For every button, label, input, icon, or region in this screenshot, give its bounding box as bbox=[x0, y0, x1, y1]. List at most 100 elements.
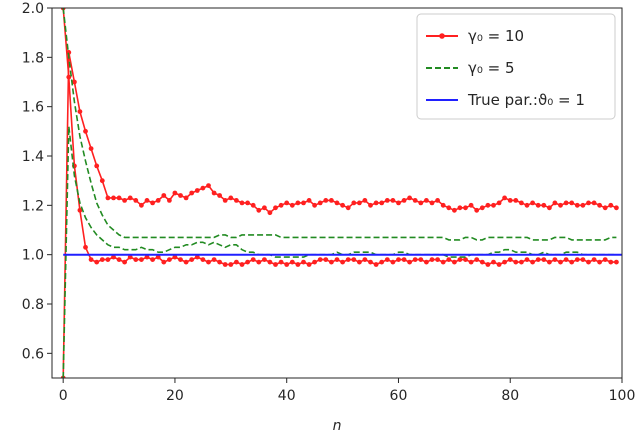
data-point bbox=[474, 207, 480, 213]
data-point bbox=[390, 259, 396, 265]
data-point bbox=[580, 202, 586, 208]
y-tick-label: 0.8 bbox=[22, 297, 44, 313]
data-point bbox=[306, 262, 312, 267]
data-point bbox=[345, 205, 351, 211]
data-point bbox=[479, 259, 485, 265]
data-point bbox=[122, 198, 127, 203]
data-point bbox=[418, 200, 424, 206]
data-point bbox=[155, 198, 161, 203]
series-line-3 bbox=[62, 125, 617, 378]
data-point bbox=[167, 257, 172, 262]
data-point bbox=[502, 195, 507, 201]
data-point bbox=[161, 259, 167, 265]
data-point bbox=[535, 257, 541, 262]
data-point bbox=[519, 200, 524, 206]
data-point bbox=[88, 257, 94, 262]
data-point bbox=[88, 146, 94, 152]
data-point bbox=[530, 200, 535, 206]
data-point bbox=[234, 198, 239, 203]
data-point bbox=[284, 262, 290, 267]
data-point bbox=[256, 259, 262, 265]
data-point bbox=[614, 205, 619, 211]
data-point bbox=[105, 257, 111, 262]
data-point bbox=[301, 259, 306, 265]
data-point bbox=[407, 195, 412, 201]
data-point bbox=[586, 200, 591, 206]
data-point bbox=[384, 257, 390, 262]
data-point bbox=[127, 254, 133, 260]
data-point bbox=[239, 200, 245, 206]
data-point bbox=[278, 259, 284, 265]
data-point bbox=[485, 202, 491, 208]
data-point bbox=[463, 257, 468, 262]
data-point bbox=[139, 202, 144, 208]
data-point bbox=[440, 202, 446, 208]
data-point bbox=[401, 257, 407, 262]
legend-box bbox=[416, 13, 616, 120]
data-point bbox=[167, 198, 172, 203]
data-point bbox=[435, 198, 440, 203]
data-point bbox=[183, 195, 189, 201]
data-point bbox=[144, 198, 150, 203]
data-point bbox=[127, 195, 133, 201]
data-point bbox=[535, 202, 541, 208]
data-point bbox=[312, 259, 317, 265]
data-point bbox=[569, 200, 575, 206]
y-tick-label: 1.2 bbox=[22, 198, 44, 214]
data-point bbox=[463, 205, 468, 211]
data-point bbox=[206, 259, 211, 265]
data-point bbox=[273, 262, 278, 267]
data-point bbox=[105, 195, 111, 201]
data-point bbox=[211, 257, 217, 262]
data-point bbox=[250, 257, 256, 262]
axes-layer: 0 20 40 60 80 100 0.6 0.8 1.0 1.2 1.4 1.6 1.8 2.0 bbox=[22, 1, 636, 404]
data-point bbox=[206, 183, 211, 189]
x-tick-label: 60 bbox=[390, 388, 408, 404]
data-point bbox=[99, 178, 105, 184]
data-point bbox=[429, 257, 435, 262]
data-point bbox=[329, 259, 334, 265]
x-tick-label: 80 bbox=[501, 388, 519, 404]
legend: γ₀ = 10 γ₀ = 5 True par.:ϑ₀ = 1 bbox=[416, 13, 616, 120]
data-point bbox=[563, 257, 569, 262]
data-point bbox=[295, 262, 301, 267]
data-point bbox=[273, 205, 278, 211]
data-point bbox=[396, 200, 401, 206]
data-point bbox=[183, 259, 189, 265]
y-tick-label: 1.4 bbox=[22, 149, 44, 165]
data-point bbox=[116, 257, 122, 262]
data-point bbox=[211, 190, 217, 196]
data-point bbox=[262, 257, 267, 262]
data-point bbox=[289, 259, 295, 265]
data-point bbox=[312, 202, 317, 208]
series-line-1 bbox=[62, 8, 617, 266]
y-tick-label: 1.6 bbox=[22, 100, 44, 116]
data-point bbox=[597, 202, 602, 208]
data-point bbox=[278, 202, 284, 208]
plot-frame bbox=[51, 7, 623, 379]
data-point bbox=[329, 198, 334, 203]
data-point bbox=[435, 257, 440, 262]
data-point bbox=[94, 259, 100, 265]
data-point bbox=[614, 259, 619, 265]
data-point bbox=[452, 207, 457, 213]
data-point bbox=[502, 259, 507, 265]
y-tick-label: 2.0 bbox=[22, 1, 44, 17]
data-point bbox=[457, 205, 463, 211]
data-point bbox=[524, 202, 530, 208]
data-point bbox=[217, 193, 223, 198]
data-point bbox=[222, 262, 228, 267]
data-point bbox=[574, 257, 580, 262]
legend-label-2: True par.:ϑ₀ = 1 bbox=[467, 91, 585, 109]
data-point bbox=[172, 254, 178, 260]
data-point bbox=[133, 257, 139, 262]
data-point bbox=[306, 198, 312, 203]
legend-label-1: γ₀ = 5 bbox=[468, 59, 515, 77]
data-point bbox=[384, 198, 390, 203]
data-point bbox=[234, 259, 239, 265]
x-axis-label: n bbox=[333, 418, 342, 434]
data-point bbox=[586, 259, 591, 265]
data-point bbox=[558, 202, 563, 208]
data-point bbox=[267, 259, 273, 265]
data-point bbox=[99, 257, 105, 262]
